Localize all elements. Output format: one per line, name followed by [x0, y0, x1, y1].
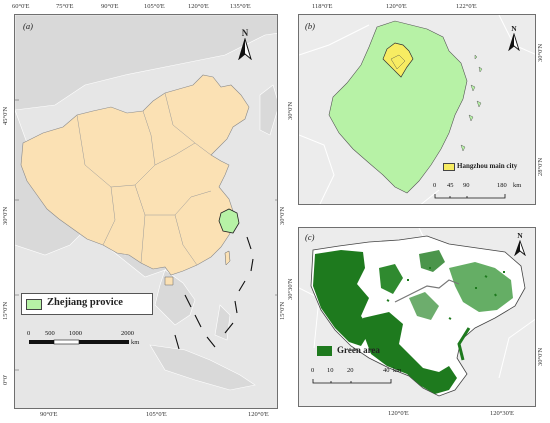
tick-a-right-0: 30°0'N [279, 206, 286, 225]
scalebar-a-2000: 2000 [121, 330, 134, 337]
north-arrow-icon-c [514, 239, 526, 256]
scalebar-c-10: 10 [327, 367, 334, 374]
tick-a-top-0: 60°0'E [12, 3, 30, 10]
north-arrow-icon-b [508, 31, 520, 51]
tick-a-top-5: 135°0'E [230, 3, 251, 10]
north-letter-a: N [241, 28, 249, 38]
scalebar-b: 0 45 90 180 km [433, 182, 533, 203]
scalebar-b-bar [434, 194, 506, 199]
scalebar-a-500: 500 [45, 330, 55, 337]
tick-a-top-3: 105°0'E [144, 3, 165, 10]
north-arrow-c: N [511, 232, 529, 261]
scalebar-a-0: 0 [27, 330, 31, 337]
legend-label-zhejiang: Zhejiang provice [47, 297, 123, 308]
north-letter-b: N [511, 24, 517, 33]
north-arrow-icon [238, 37, 252, 61]
legend-swatch-main-city [443, 163, 455, 171]
scalebar-c-20: 20 [347, 367, 354, 374]
tick-b-left-0: 30°0'N [287, 101, 294, 120]
scalebar-a-1000: 1000 [69, 330, 82, 337]
scalebar-c-bar [312, 379, 392, 384]
scalebar-c-0: 0 [311, 367, 315, 374]
tick-b-right-1: 28°0'N [537, 157, 544, 176]
scalebar-a-unit: km [131, 339, 140, 346]
tick-a-right-1: 15°0'N [279, 301, 286, 320]
legend-zhejiang: Zhejiang provice [21, 293, 153, 315]
tick-a-bottom-1: 105°0'E [146, 411, 167, 418]
tick-c-bottom-1: 120°30'E [490, 410, 514, 417]
map-panel-b: (b) N Hangzhou main city 0 45 90 180 km [298, 14, 536, 205]
panel-c-label: (c) [305, 232, 315, 242]
tick-a-left-1: 30°0'N [2, 206, 9, 225]
scalebar-b-90: 90 [463, 182, 470, 189]
north-letter-c: N [517, 231, 523, 240]
tick-a-top-4: 120°0'E [188, 3, 209, 10]
scalebar-b-45: 45 [447, 182, 454, 189]
scalebar-c: 0 10 20 40 km [311, 367, 411, 388]
scalebar-c-unit: km [393, 367, 402, 374]
tick-a-top-1: 75°0'E [56, 3, 74, 10]
legend-swatch-green-area [317, 346, 332, 356]
north-arrow-b: N [505, 25, 523, 56]
tick-b-right-0: 30°0'N [537, 43, 544, 62]
green-area-map [299, 228, 535, 406]
tick-a-left-0: 45°0'N [2, 106, 9, 125]
tick-a-bottom-0: 90°0'E [40, 411, 58, 418]
legend-label-green-area: Green area [337, 345, 380, 355]
panel-b-label: (b) [305, 21, 315, 31]
tick-a-left-3: 0°0' [2, 374, 9, 385]
legend-label-main-city: Hangzhou main city [457, 162, 518, 170]
scalebar-c-40: 40 [383, 367, 390, 374]
tick-a-left-2: 15°0'N [2, 301, 9, 320]
map-panel-c: (c) N Green area 0 10 20 40 km [298, 227, 536, 407]
scalebar-b-180: 180 [497, 182, 507, 189]
scalebar-b-unit: km [513, 182, 522, 189]
map-panel-a: (a) N Zhejiang provice 0 500 1000 2000 k… [14, 14, 278, 409]
scalebar-a-bar [29, 339, 129, 345]
tick-a-bottom-2: 120°0'E [248, 411, 269, 418]
tick-a-top-2: 90°0'E [101, 3, 119, 10]
tick-c-bottom-0: 120°0'E [388, 410, 409, 417]
scalebar-a: 0 500 1000 2000 km [27, 330, 167, 353]
zhejiang-map [299, 15, 535, 204]
north-arrow-a: N [235, 29, 255, 65]
tick-b-top-1: 120°0'E [386, 3, 407, 10]
scalebar-b-0: 0 [433, 182, 437, 189]
tick-c-right-0: 30°0'N [537, 347, 544, 366]
tick-b-top-2: 122°0'E [456, 3, 477, 10]
panel-a-label: (a) [23, 21, 33, 31]
legend-swatch-zhejiang [26, 299, 42, 310]
tick-c-left-0: 30°30'N [287, 278, 294, 300]
tick-b-top-0: 118°0'E [312, 3, 333, 10]
